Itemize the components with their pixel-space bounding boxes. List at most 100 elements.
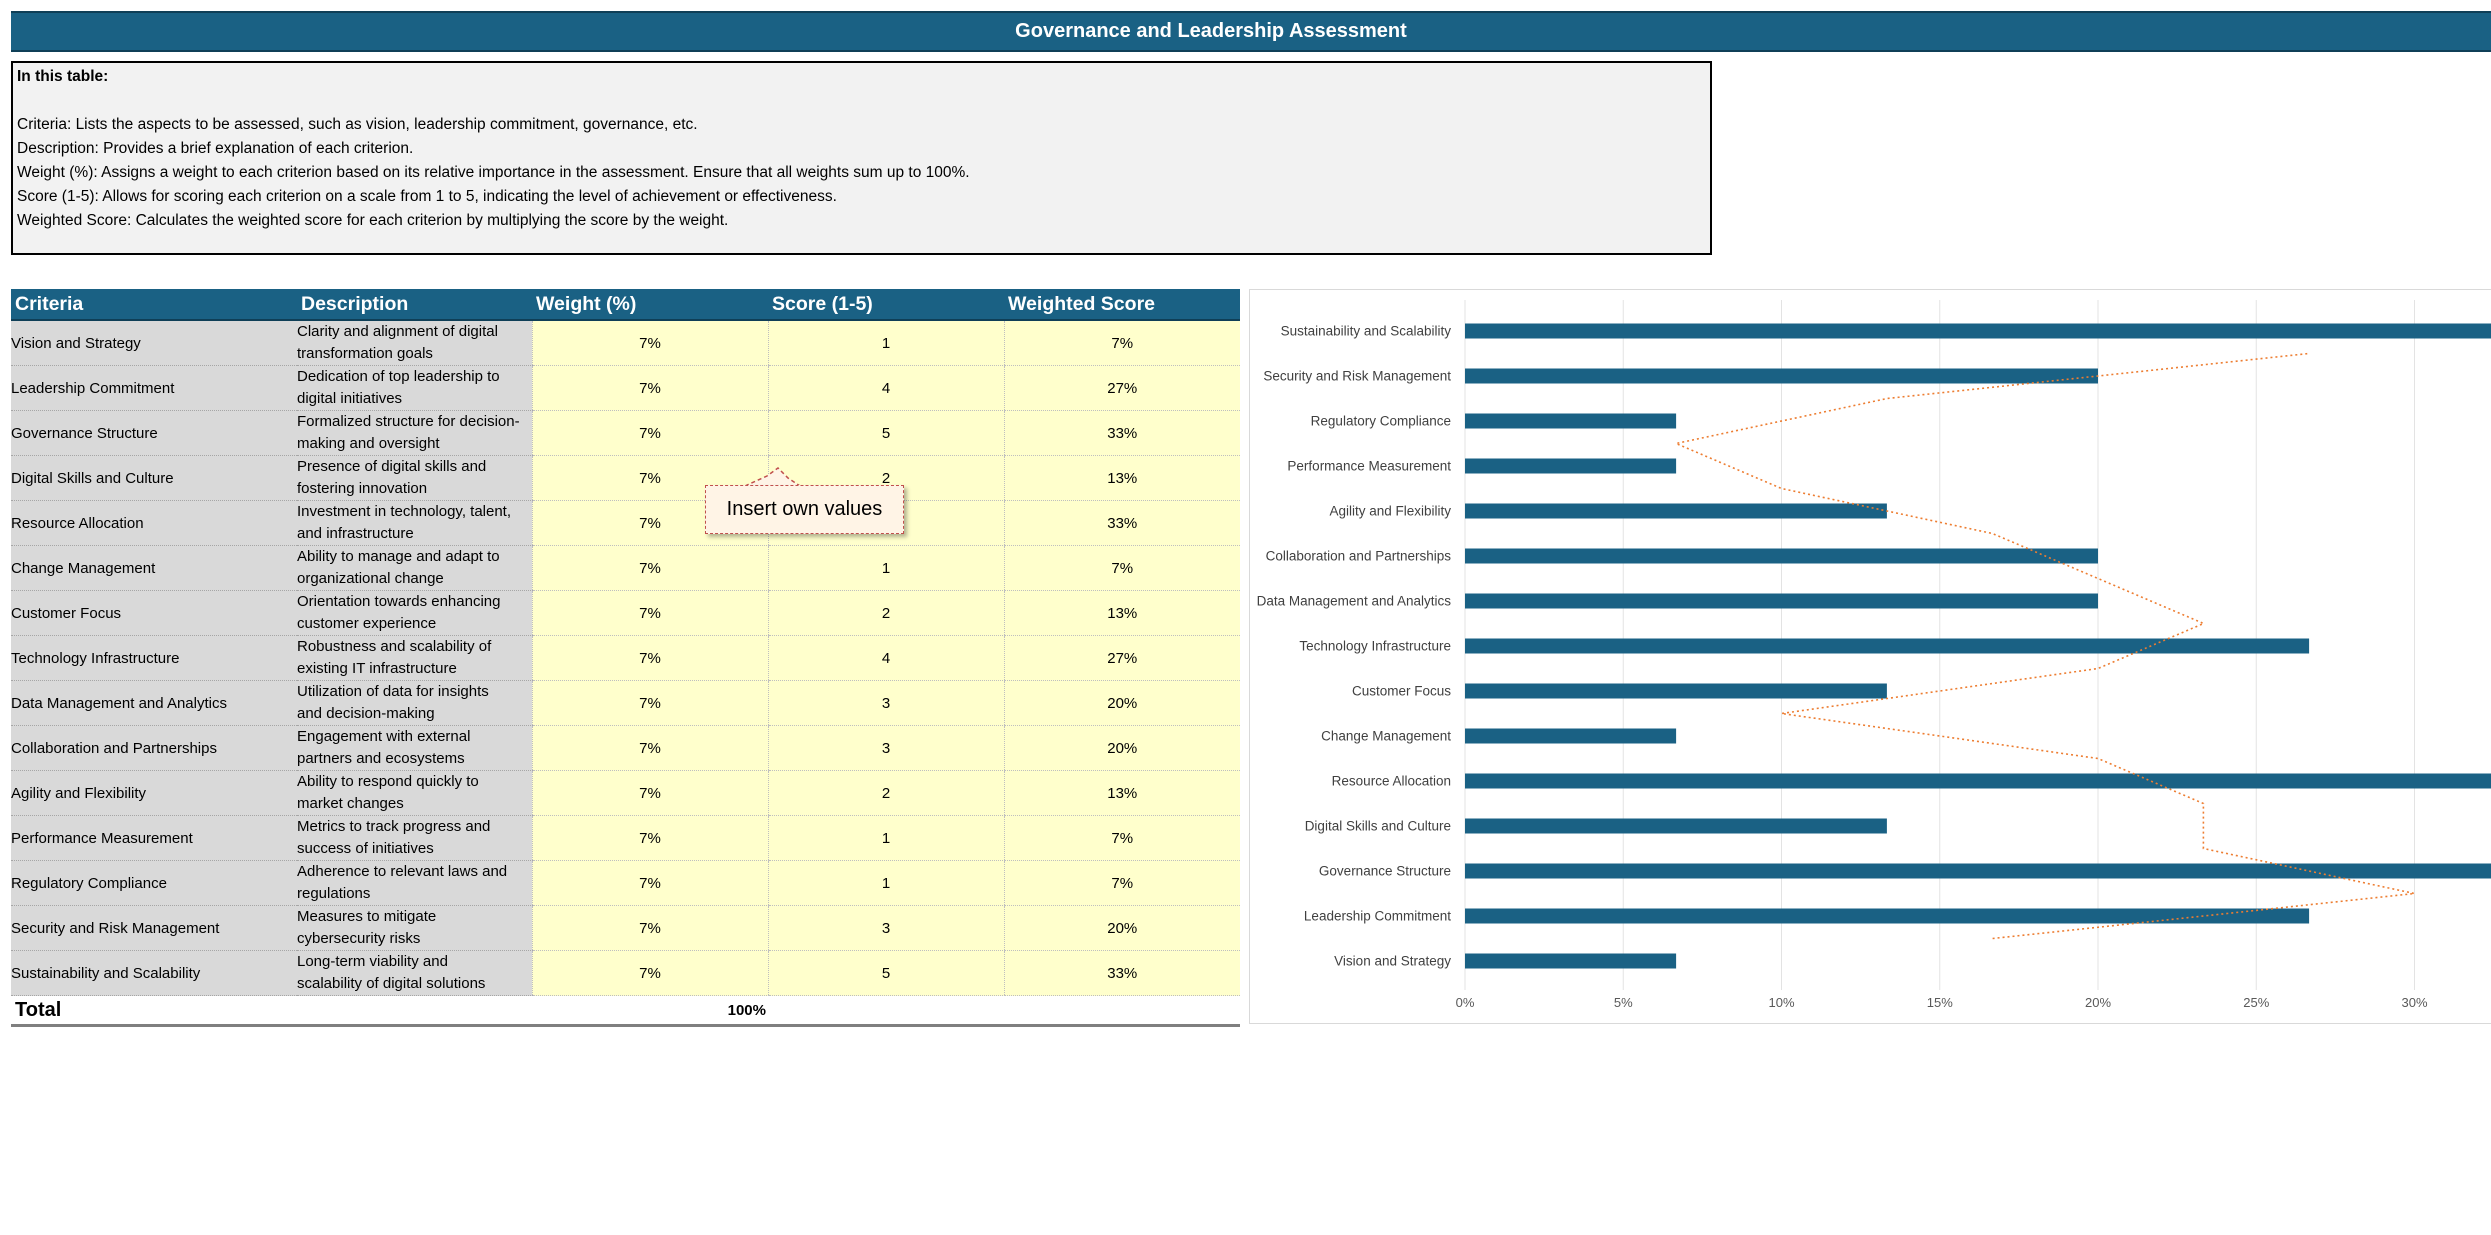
weighted-score-cell[interactable]: 20% (1003, 725, 1240, 771)
x-tick-label: 15% (1927, 995, 1953, 1010)
description-cell[interactable]: Measures to mitigate cybersecurity risks (297, 905, 532, 951)
description-cell[interactable]: Long-term viability and scalability of di… (297, 950, 532, 996)
bar (1465, 548, 2098, 564)
weight-cell[interactable]: 7% (531, 365, 768, 411)
score-cell[interactable]: 1 (767, 545, 1004, 591)
table-row: Performance Measurement Metrics to track … (11, 815, 1240, 861)
score-cell[interactable]: 1 (767, 860, 1004, 906)
criteria-cell[interactable]: Performance Measurement (11, 815, 297, 861)
bar (1465, 503, 1887, 519)
description-cell[interactable]: Investment in technology, talent, and inf… (297, 500, 532, 546)
weighted-score-cell[interactable]: 7% (1003, 320, 1240, 366)
description-line: organizational change (297, 570, 444, 587)
weighted-score-cell[interactable]: 20% (1003, 680, 1240, 726)
score-cell[interactable]: 1 (767, 320, 1004, 366)
description-line: partners and ecosystems (297, 750, 465, 767)
header-weight: Weight (%) (532, 289, 768, 321)
score-cell[interactable]: 2 (767, 590, 1004, 636)
score-cell[interactable]: 2 (767, 770, 1004, 816)
criteria-cell[interactable]: Digital Skills and Culture (11, 455, 297, 501)
weighted-score-chart[interactable]: 0% 5% 10% 15% 20% 25% 30% Vision and Strategy Le… (1249, 289, 2491, 1024)
score-cell[interactable]: 3 (767, 905, 1004, 951)
weight-cell[interactable]: 7% (531, 635, 768, 681)
table-row: Security and Risk Management Measures to … (11, 905, 1240, 951)
weight-cell[interactable]: 7% (531, 905, 768, 951)
total-row: Total 100% (11, 995, 1240, 1027)
description-line: Metrics to track progress and (297, 818, 491, 835)
criteria-cell[interactable]: Data Management and Analytics (11, 680, 297, 726)
criteria-cell[interactable]: Vision and Strategy (11, 320, 297, 366)
y-category-label: Sustainability and Scalability (1281, 324, 1452, 339)
weighted-score-cell[interactable]: 13% (1003, 770, 1240, 816)
criteria-cell[interactable]: Collaboration and Partnerships (11, 725, 297, 771)
criteria-cell[interactable]: Technology Infrastructure (11, 635, 297, 681)
weighted-score-cell[interactable]: 27% (1003, 365, 1240, 411)
table-row: Governance Structure Formalized structure… (11, 410, 1240, 456)
description-line: Utilization of data for insights (297, 683, 489, 700)
description-cell[interactable]: Formalized structure for decision-making… (297, 410, 532, 456)
description-cell[interactable]: Dedication of top leadership to digital i… (297, 365, 532, 411)
criteria-cell[interactable]: Security and Risk Management (11, 905, 297, 951)
y-category-label: Regulatory Compliance (1311, 414, 1451, 429)
table-row: Technology Infrastructure Robustness and … (11, 635, 1240, 681)
weight-cell[interactable]: 7% (531, 590, 768, 636)
weighted-score-cell[interactable]: 27% (1003, 635, 1240, 681)
description-cell[interactable]: Presence of digital skills and fostering … (297, 455, 532, 501)
description-cell[interactable]: Orientation towards enhancing customer ex… (297, 590, 532, 636)
instruction-line: Score (1-5): Allows for scoring each cri… (17, 188, 837, 205)
weighted-score-cell[interactable]: 33% (1003, 950, 1240, 996)
x-tick-label: 5% (1614, 995, 1633, 1010)
y-category-label: Collaboration and Partnerships (1266, 549, 1452, 564)
description-line: scalability of digital solutions (297, 975, 486, 992)
description-line: Robustness and scalability of (297, 638, 492, 655)
weight-cell[interactable]: 7% (531, 725, 768, 771)
description-line: existing IT infrastructure (297, 660, 457, 677)
weighted-score-cell[interactable]: 33% (1003, 410, 1240, 456)
weight-cell[interactable]: 7% (531, 950, 768, 996)
weighted-score-cell[interactable]: 7% (1003, 815, 1240, 861)
weight-cell[interactable]: 7% (531, 410, 768, 456)
description-line: Engagement with external (297, 728, 471, 745)
description-cell[interactable]: Clarity and alignment of digital transfor… (297, 320, 532, 366)
description-cell[interactable]: Ability to respond quickly to market chan… (297, 770, 532, 816)
criteria-cell[interactable]: Regulatory Compliance (11, 860, 297, 906)
weight-cell[interactable]: 7% (531, 860, 768, 906)
criteria-cell[interactable]: Governance Structure (11, 410, 297, 456)
score-cell[interactable]: 4 (767, 365, 1004, 411)
score-cell[interactable]: 1 (767, 815, 1004, 861)
description-cell[interactable]: Utilization of data for insights and deci… (297, 680, 532, 726)
trend-line (1673, 352, 2415, 940)
criteria-cell[interactable]: Leadership Commitment (11, 365, 297, 411)
y-category-label: Resource Allocation (1332, 774, 1451, 789)
weight-cell[interactable]: 7% (531, 680, 768, 726)
weight-cell[interactable]: 7% (531, 815, 768, 861)
weight-cell[interactable]: 7% (531, 320, 768, 366)
description-cell[interactable]: Metrics to track progress and success of … (297, 815, 532, 861)
score-cell[interactable]: 5 (767, 410, 1004, 456)
weighted-score-cell[interactable]: 7% (1003, 545, 1240, 591)
score-cell[interactable]: 3 (767, 680, 1004, 726)
weighted-score-cell[interactable]: 33% (1003, 500, 1240, 546)
criteria-cell[interactable]: Agility and Flexibility (11, 770, 297, 816)
description-cell[interactable]: Engagement with external partners and eco… (297, 725, 532, 771)
criteria-cell[interactable]: Change Management (11, 545, 297, 591)
weighted-score-cell[interactable]: 20% (1003, 905, 1240, 951)
sheet-title: Governance and Leadership Assessment (1015, 20, 1407, 42)
score-cell[interactable]: 5 (767, 950, 1004, 996)
description-cell[interactable]: Ability to manage and adapt to organizati… (297, 545, 532, 591)
weighted-score-cell[interactable]: 13% (1003, 455, 1240, 501)
score-cell[interactable]: 4 (767, 635, 1004, 681)
criteria-cell[interactable]: Sustainability and Scalability (11, 950, 297, 996)
weight-cell[interactable]: 7% (531, 770, 768, 816)
criteria-cell[interactable]: Resource Allocation (11, 500, 297, 546)
score-cell[interactable]: 3 (767, 725, 1004, 771)
total-empty-cell (1004, 995, 1240, 1027)
weighted-score-cell[interactable]: 13% (1003, 590, 1240, 636)
weight-cell[interactable]: 7% (531, 545, 768, 591)
description-cell[interactable]: Robustness and scalability of existing IT… (297, 635, 532, 681)
insert-values-callout[interactable]: Insert own values (705, 485, 904, 534)
criteria-cell[interactable]: Customer Focus (11, 590, 297, 636)
instruction-line: Weight (%): Assigns a weight to each cri… (17, 164, 970, 181)
weighted-score-cell[interactable]: 7% (1003, 860, 1240, 906)
description-cell[interactable]: Adherence to relevant laws and regulation… (297, 860, 532, 906)
